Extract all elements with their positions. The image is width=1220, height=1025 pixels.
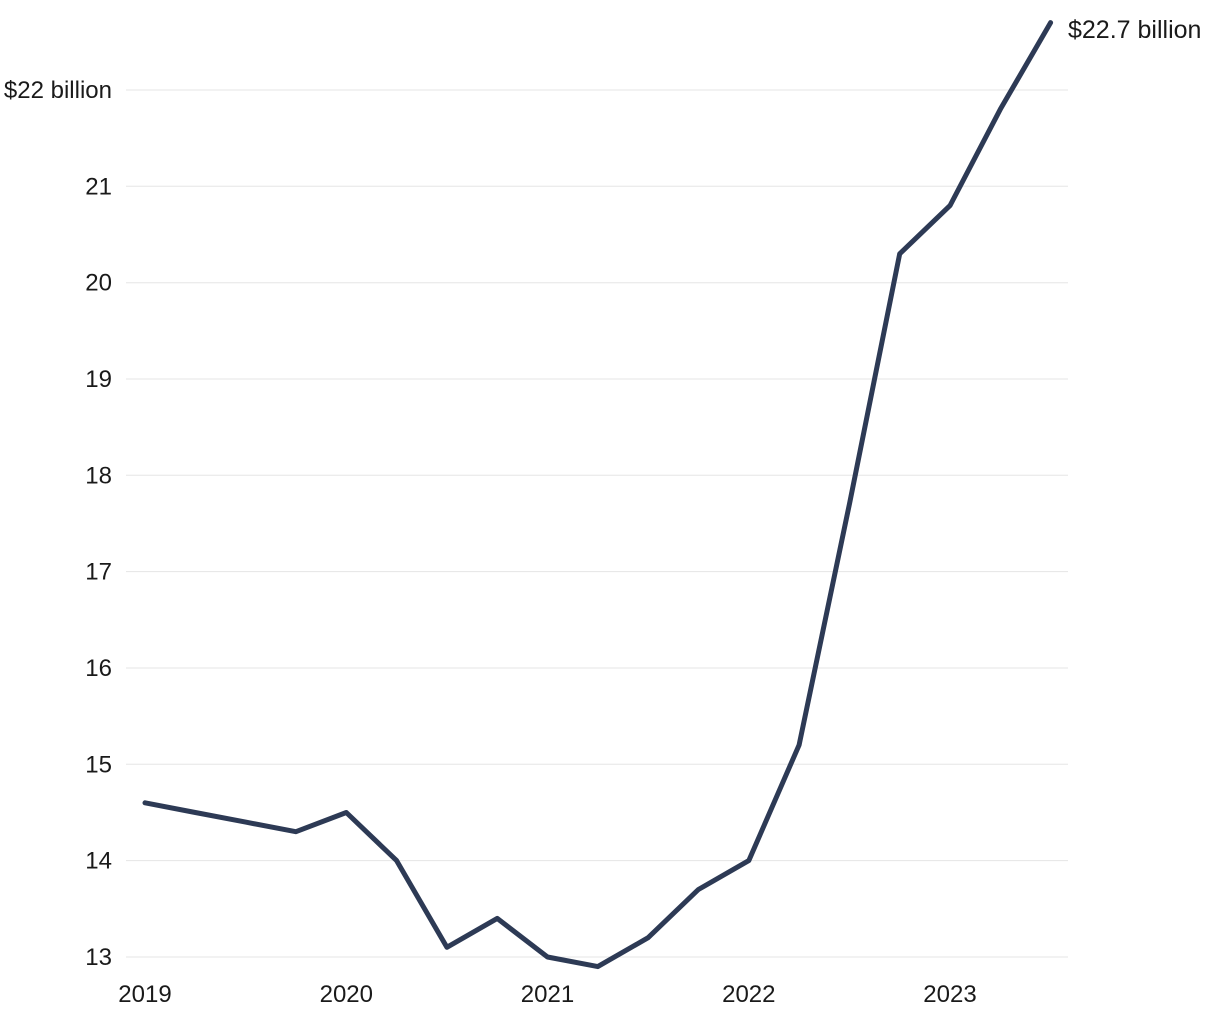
y-tick-label: 21 (85, 173, 112, 200)
x-tick-label: 2023 (923, 981, 976, 1008)
y-tick-label: 17 (85, 559, 112, 586)
y-tick-label: 18 (85, 462, 112, 489)
x-tick-label: 2021 (521, 981, 574, 1008)
x-tick-label: 2019 (118, 981, 171, 1008)
end-value-label: $22.7 billion (1068, 16, 1201, 44)
y-tick-label: $22 billion (4, 77, 112, 104)
data-line (142, 20, 1054, 970)
y-tick-label: 20 (85, 270, 112, 297)
y-tick-label: 13 (85, 944, 112, 971)
y-tick-label: 16 (85, 655, 112, 682)
x-tick-label: 2022 (722, 981, 775, 1008)
y-tick-label: 19 (85, 366, 112, 393)
x-tick-label: 2020 (320, 981, 373, 1008)
y-tick-label: 15 (85, 751, 112, 778)
y-tick-label: 14 (85, 848, 112, 875)
